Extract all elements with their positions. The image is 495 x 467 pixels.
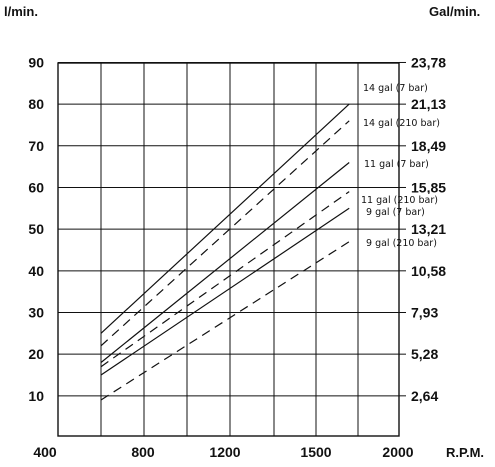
series-line	[100, 207, 350, 376]
y-tick-label: 80	[28, 96, 44, 112]
series-line	[100, 103, 350, 334]
series-line	[100, 162, 350, 363]
series-line	[100, 120, 350, 347]
x-tick-label: 800	[131, 444, 155, 460]
x-tick-label: 2000	[382, 444, 413, 460]
series-label-group: 9 gal (210 bar)	[365, 237, 450, 249]
y2-tick-label: 2,64	[411, 388, 438, 404]
y-tick-label: 20	[28, 346, 44, 362]
y2-tick-label: 23,78	[411, 54, 446, 70]
y-tick-label: 10	[28, 388, 44, 404]
series-lines	[100, 103, 350, 401]
series-label: 14 gal (210 bar)	[363, 118, 440, 129]
series-label: 9 gal (210 bar)	[366, 238, 437, 249]
left-axis-unit: l/min.	[4, 4, 38, 19]
series-label-background	[362, 117, 452, 128]
series-label-background	[360, 194, 450, 205]
x-tick-label: 1200	[209, 444, 240, 460]
series-label-group: 14 gal (7 bar)	[362, 82, 441, 94]
y-tick-label: 40	[28, 263, 44, 279]
series-label-group: 11 gal (7 bar)	[363, 158, 442, 170]
right-axis-unit: Gal/min.	[429, 4, 480, 19]
series-label-background	[365, 237, 450, 248]
series-line	[100, 191, 350, 368]
series-label-background	[363, 158, 442, 169]
y-tick-label: 90	[28, 54, 44, 70]
series-label: 11 gal (7 bar)	[364, 159, 429, 170]
y-tick-label: 70	[28, 138, 44, 154]
series-label-background	[365, 206, 439, 217]
series-label: 9 gal (7 bar)	[366, 207, 425, 218]
y2-tick-label: 10,58	[411, 263, 446, 279]
tick-labels: 10 20 30 40 50 60 70 80 90 2,64 5,28 7,93 10,58 13,21…	[28, 54, 446, 460]
y2-tick-label: 21,13	[411, 96, 446, 112]
series-label: 14 gal (7 bar)	[363, 83, 428, 94]
y2-tick-label: 13,21	[411, 221, 446, 237]
y-tick-label: 30	[28, 304, 44, 320]
y2-tick-label: 18,49	[411, 138, 446, 154]
plot-frame	[57, 62, 400, 437]
y-tick-label: 60	[28, 179, 44, 195]
x-axis-unit: R.P.M.	[446, 445, 484, 460]
y2-tick-label: 5,28	[411, 346, 438, 362]
x-tick-label: 1500	[300, 444, 331, 460]
y-tick-label: 50	[28, 221, 44, 237]
series-line	[100, 241, 350, 401]
grid	[57, 61, 406, 436]
y2-tick-label: 15,85	[411, 179, 446, 195]
x-tick-label: 400	[33, 444, 57, 460]
series-label-group: 9 gal (7 bar)	[365, 206, 439, 218]
series-label-background	[362, 82, 441, 93]
series-label-group: 14 gal (210 bar)	[362, 117, 452, 129]
y2-tick-label: 7,93	[411, 304, 438, 320]
series-label-group: 11 gal (210 bar)	[360, 194, 450, 206]
